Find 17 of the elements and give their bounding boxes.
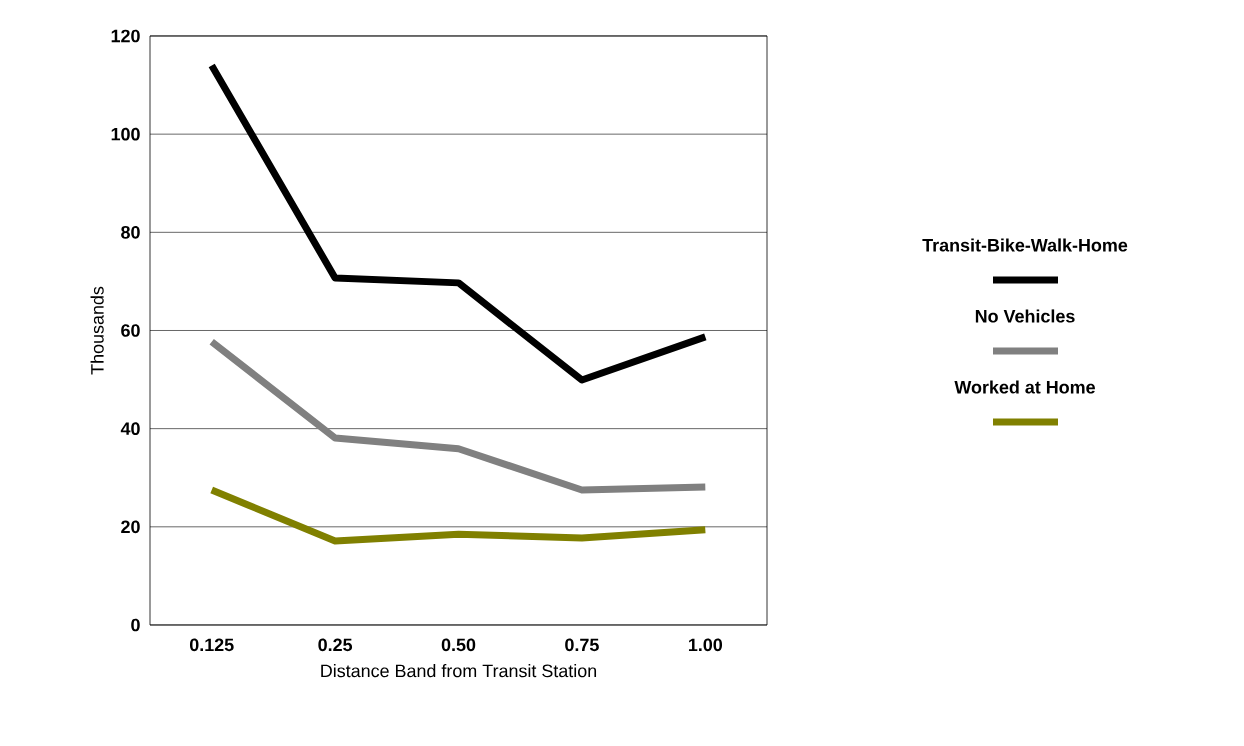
text: No Vehicles [975,309,1075,323]
x-tick-label: 0.75 [565,638,599,652]
y-tick-label: 60 [121,324,140,337]
x-tick-label: 0.25 [318,638,353,652]
text: Worked at Home [954,380,1095,394]
y-tick-label: 120 [111,29,140,43]
y-tick-label: 20 [121,520,140,534]
y-tick-label: 0 [131,618,140,632]
y-tick-label: 100 [111,127,140,141]
x-tick-label: 0.50 [441,638,476,652]
y-tick-label: 80 [121,225,140,239]
x-tick-label: 0.125 [189,638,234,652]
x-axis-title: Distance Band from Transit Station [321,664,597,678]
y-axis-title: Thousands [90,286,104,375]
x-tick-label: 1.00 [688,638,723,652]
text: Transit-Bike-Walk-Home [922,238,1128,252]
y-tick-label: 40 [120,422,140,435]
